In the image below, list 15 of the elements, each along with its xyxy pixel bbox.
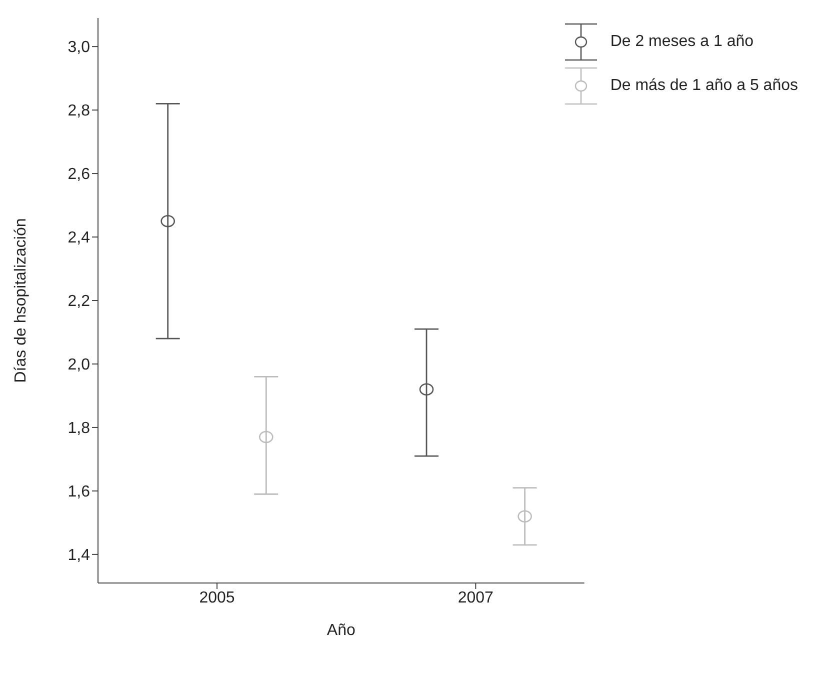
y-axis-title: Días de hsopitalización — [12, 218, 30, 383]
legend-label: De 2 meses a 1 año — [610, 33, 754, 51]
x-tick-label: 2005 — [199, 589, 235, 606]
y-tick-label: 2,6 — [68, 166, 90, 184]
y-tick-label: 3,0 — [68, 39, 90, 56]
y-tick-label: 2,4 — [68, 230, 90, 247]
legend-label: De más de 1 año a 5 años — [610, 77, 798, 95]
x-axis-title: Año — [326, 622, 356, 639]
y-tick-label: 2,8 — [68, 102, 90, 120]
y-tick-label: 1,6 — [68, 484, 90, 501]
y-tick-label: 2,0 — [68, 356, 90, 374]
y-tick-label: 1,8 — [68, 420, 90, 438]
y-tick-label: 1,4 — [68, 547, 90, 564]
x-tick-label: 2007 — [458, 589, 494, 606]
y-tick-label: 2,2 — [68, 293, 90, 310]
